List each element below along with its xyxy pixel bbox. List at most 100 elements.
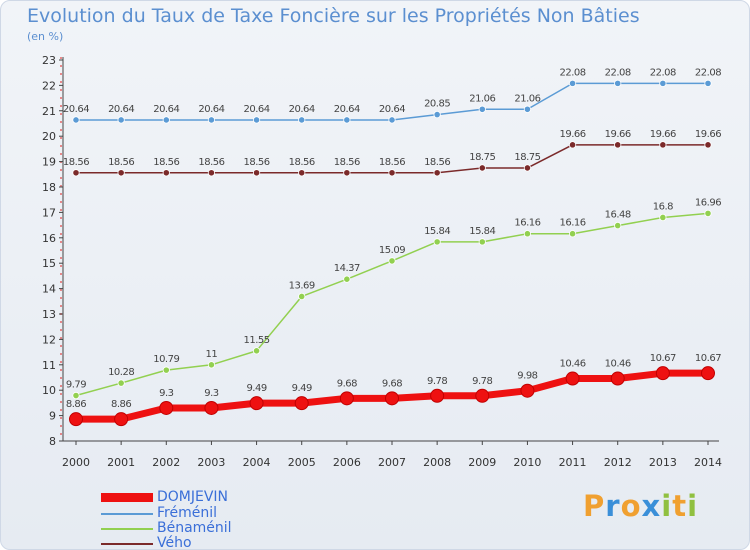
y-tick-label: 23 — [42, 54, 56, 67]
data-label: 18.75 — [514, 152, 540, 163]
data-point — [343, 116, 351, 124]
data-label: 19.66 — [560, 129, 586, 140]
data-label: 18.75 — [469, 152, 495, 163]
data-point — [523, 105, 532, 113]
data-label: 20.64 — [379, 104, 405, 115]
data-point — [655, 366, 670, 381]
data-label: 15.84 — [424, 226, 450, 237]
data-label: 18.56 — [379, 157, 405, 168]
data-point — [343, 169, 351, 177]
data-point — [162, 116, 170, 124]
data-point — [520, 383, 535, 398]
data-point — [298, 169, 306, 177]
data-label: 20.64 — [289, 104, 315, 115]
legend-swatch — [101, 493, 153, 502]
data-label: 16.96 — [695, 197, 721, 208]
x-tick-label: 2001 — [107, 456, 135, 469]
data-point — [117, 116, 125, 124]
x-tick-label: 2009 — [468, 456, 496, 469]
data-point — [294, 396, 309, 411]
data-point — [72, 391, 80, 400]
x-tick-label: 2003 — [197, 456, 225, 469]
data-label: 20.64 — [334, 104, 360, 115]
data-point — [339, 391, 354, 406]
data-label: 10.46 — [560, 359, 586, 370]
data-label: 20.85 — [424, 99, 450, 110]
data-label: 9.68 — [382, 378, 402, 389]
data-label: 19.66 — [695, 129, 721, 140]
data-point — [478, 164, 486, 172]
data-point — [204, 400, 219, 415]
data-label: 22.08 — [650, 67, 676, 78]
data-point — [249, 396, 264, 411]
data-point — [252, 347, 261, 355]
data-label: 19.66 — [605, 129, 631, 140]
data-point — [388, 257, 396, 265]
legend-label: Bénaménil — [157, 520, 232, 536]
x-tick-label: 2007 — [378, 456, 406, 469]
x-tick-label: 2011 — [559, 456, 587, 469]
legend-swatch — [101, 543, 153, 545]
data-label: 20.64 — [153, 104, 179, 115]
data-label: 11 — [206, 349, 218, 360]
data-point — [704, 141, 712, 149]
x-tick-label: 2004 — [243, 456, 271, 469]
data-label: 20.64 — [244, 104, 270, 115]
data-point — [385, 391, 399, 406]
y-tick-label: 21 — [42, 105, 56, 118]
data-point — [659, 79, 667, 87]
legend-label: Fréménil — [157, 505, 217, 521]
data-label: 22.08 — [560, 67, 586, 78]
data-label: 9.78 — [427, 376, 447, 387]
data-point — [704, 209, 712, 218]
data-label: 16.48 — [605, 210, 631, 221]
data-label: 10.46 — [605, 359, 631, 370]
data-label: 20.64 — [63, 104, 89, 115]
data-label: 16.16 — [514, 218, 540, 229]
data-point — [117, 169, 125, 177]
data-point — [614, 79, 622, 87]
y-tick-label: 17 — [42, 206, 56, 219]
data-label: 9.3 — [159, 388, 174, 399]
data-label: 18.56 — [198, 157, 224, 168]
data-label: 16.16 — [560, 218, 586, 229]
data-point — [568, 79, 577, 87]
y-tick-label: 12 — [42, 333, 56, 346]
data-label: 18.56 — [334, 157, 360, 168]
data-point — [478, 238, 486, 246]
data-label: 10.28 — [108, 367, 134, 378]
data-point — [72, 169, 80, 177]
legend-swatch — [101, 513, 153, 515]
y-tick-label: 16 — [42, 232, 56, 245]
data-label: 8.86 — [66, 399, 86, 410]
data-point — [69, 412, 83, 427]
legend-label: Vého — [157, 535, 192, 550]
data-point — [433, 111, 441, 119]
data-label: 14.37 — [334, 263, 360, 274]
data-label: 19.66 — [650, 129, 676, 140]
data-point — [704, 79, 712, 87]
data-label: 21.06 — [469, 93, 495, 104]
data-label: 18.56 — [63, 157, 89, 168]
data-point — [72, 116, 80, 124]
data-point — [159, 400, 174, 415]
data-point — [610, 371, 625, 386]
y-tick-label: 22 — [42, 79, 56, 92]
data-point — [478, 105, 486, 113]
data-label: 16.8 — [653, 201, 673, 212]
data-label: 22.08 — [605, 67, 631, 78]
y-tick-label: 18 — [42, 181, 56, 194]
proxiti-logo: Proxiti — [583, 489, 698, 523]
data-point — [614, 222, 622, 230]
data-point — [659, 141, 667, 149]
data-label: 8.86 — [111, 399, 131, 410]
data-point — [565, 371, 580, 386]
data-point — [207, 116, 216, 124]
data-point — [162, 366, 170, 374]
data-label: 10.67 — [650, 353, 676, 364]
y-tick-label: 20 — [42, 130, 56, 143]
data-label: 9.3 — [204, 388, 219, 399]
data-point — [523, 230, 532, 238]
data-label: 22.08 — [695, 67, 721, 78]
